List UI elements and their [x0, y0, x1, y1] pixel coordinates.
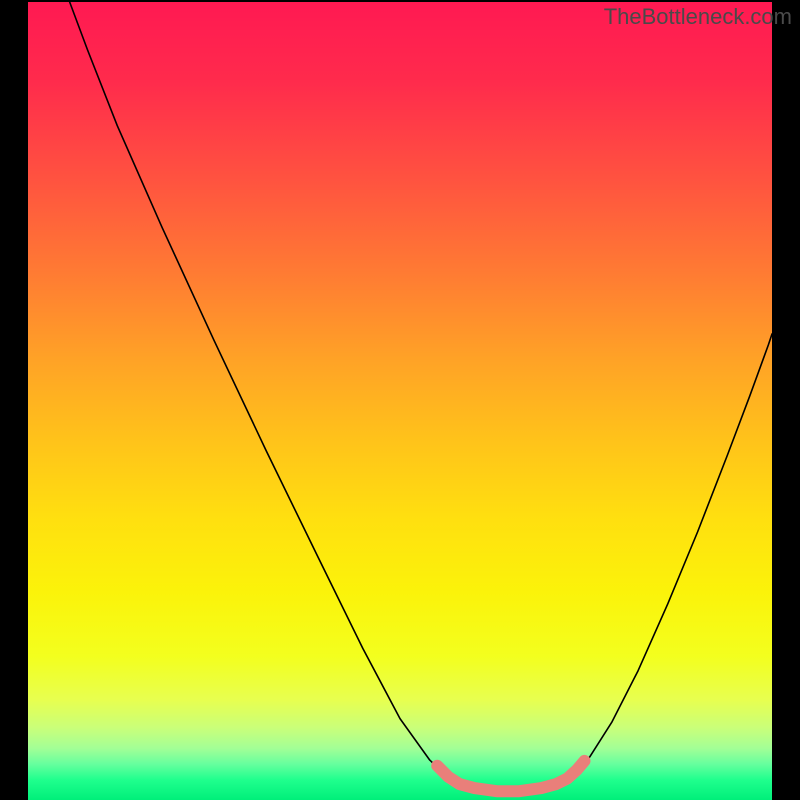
chart-canvas — [0, 0, 800, 800]
chart-root: TheBottleneck.com — [0, 0, 800, 800]
plot-background — [28, 2, 772, 800]
